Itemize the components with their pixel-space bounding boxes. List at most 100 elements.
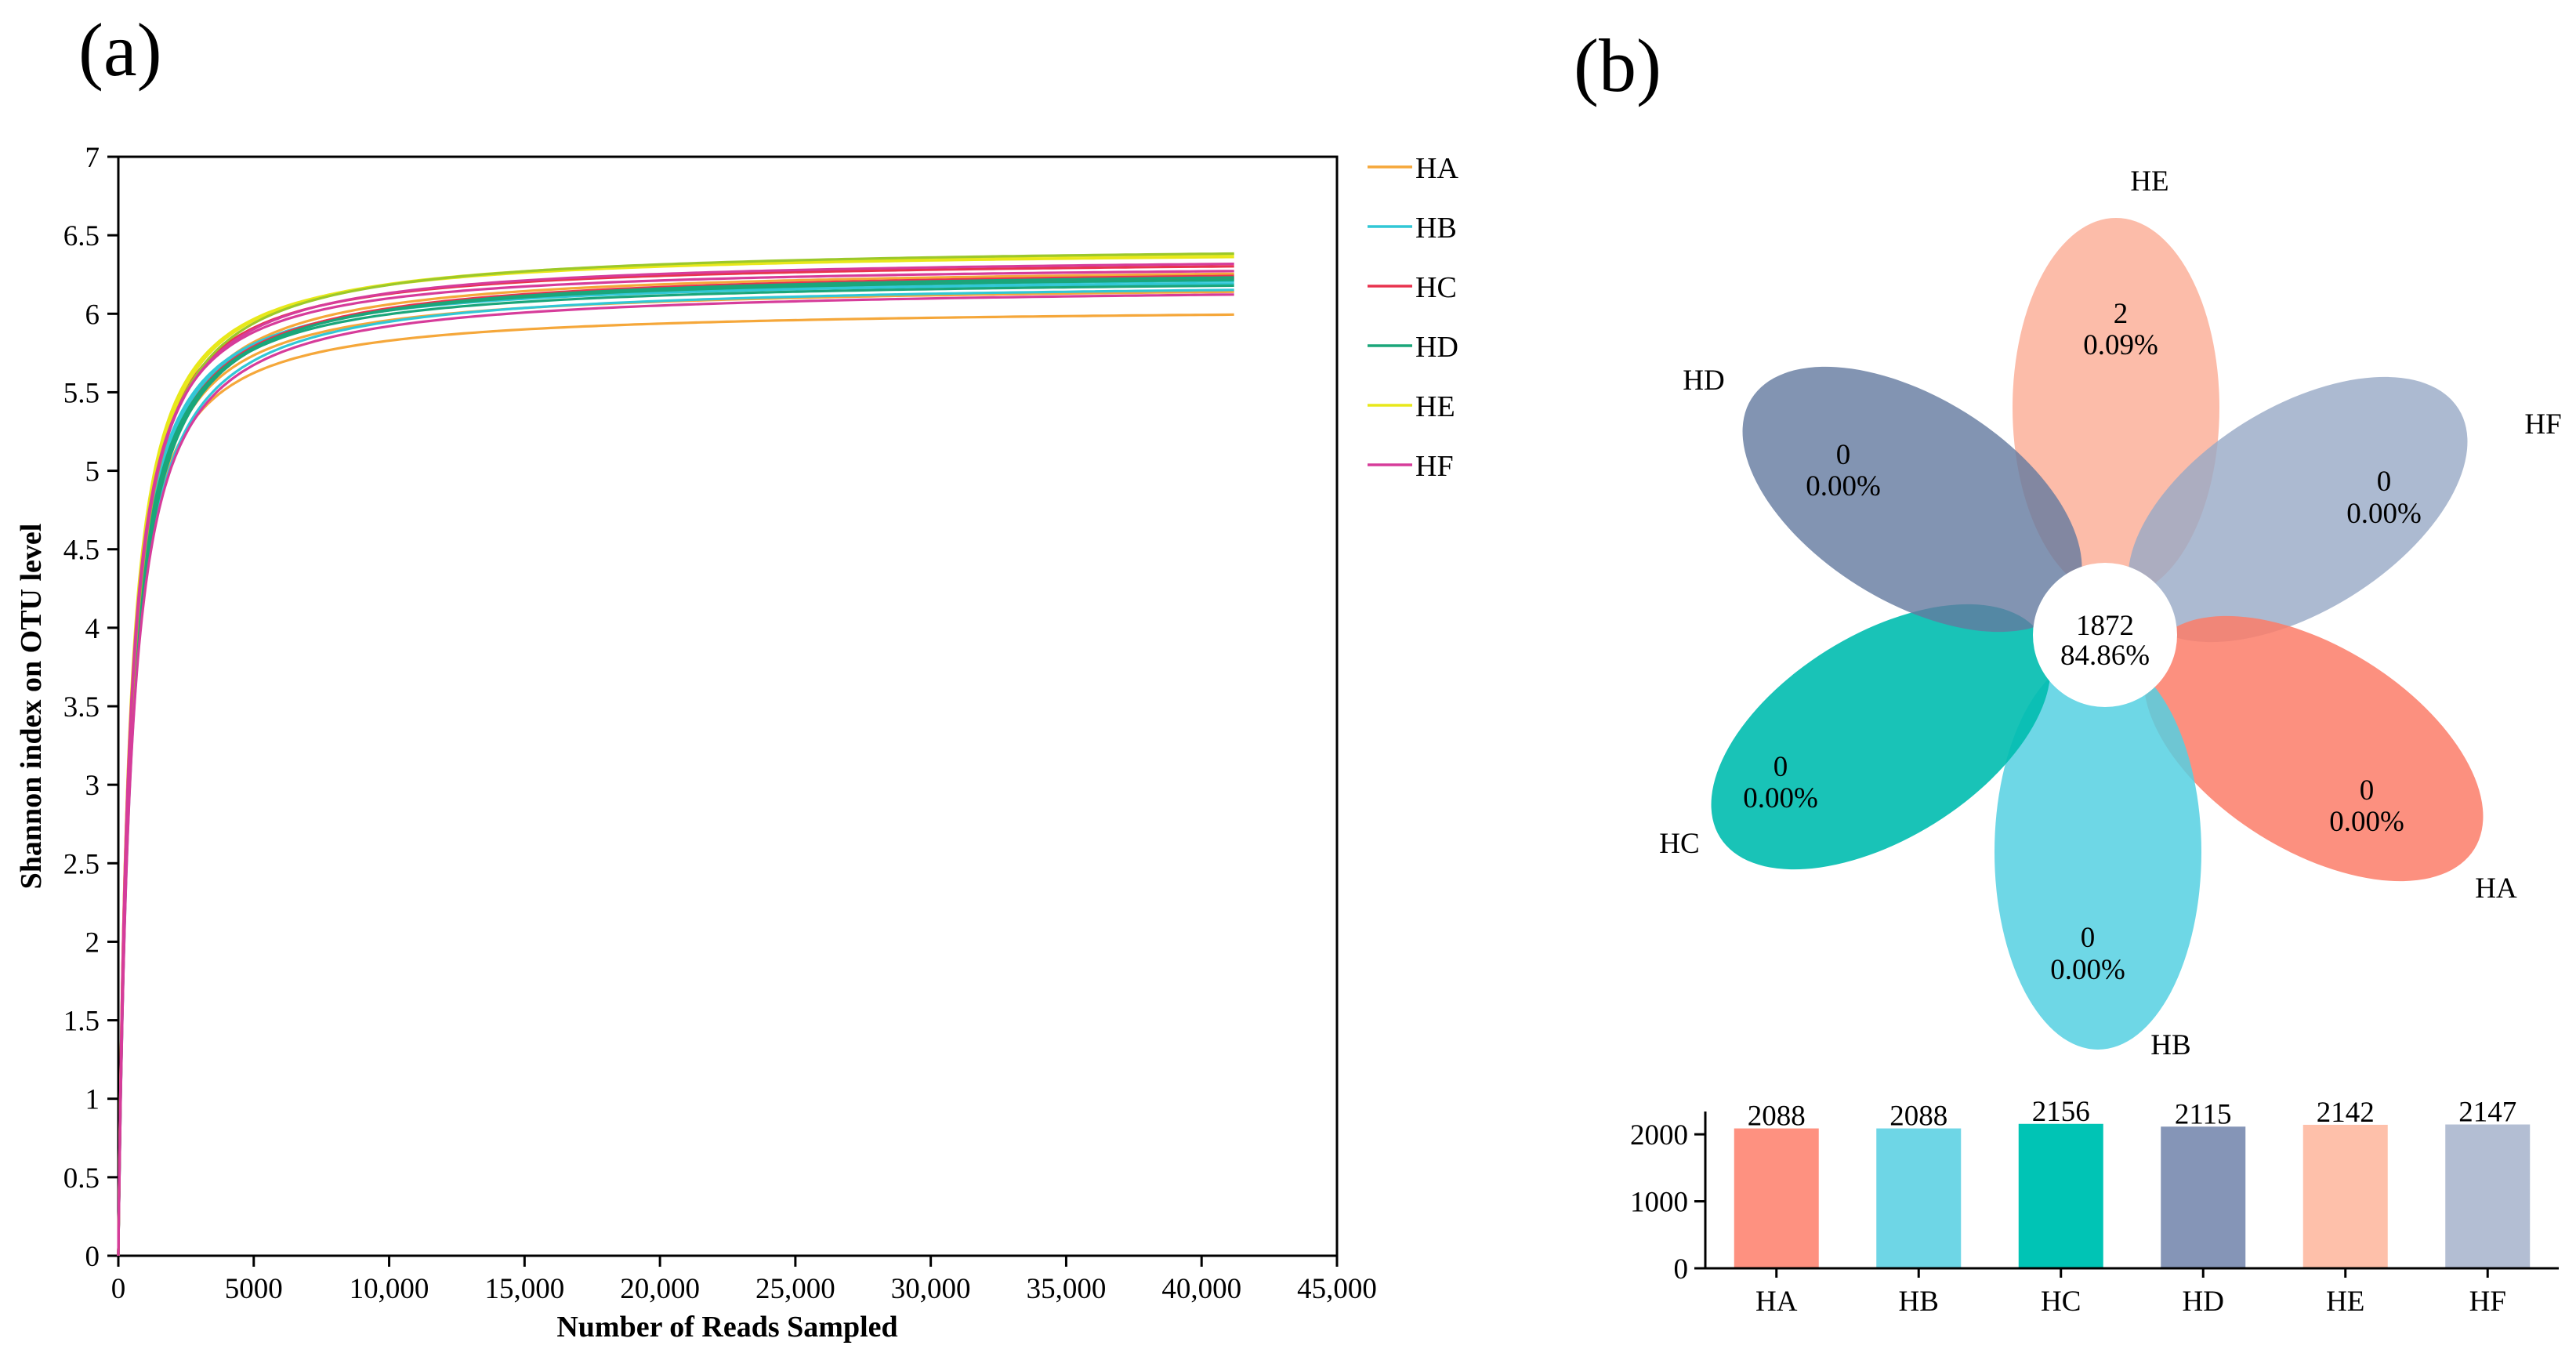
legend-label-hb: HB: [1415, 212, 1457, 245]
petal-hf-count: 0: [2377, 466, 2392, 498]
legend-label-hd: HD: [1415, 331, 1458, 364]
legend-label-ha: HA: [1415, 152, 1458, 185]
bar-category-label: HF: [2469, 1286, 2506, 1318]
series-line-hd: [117, 276, 1234, 1256]
petal-ha-name: HA: [2475, 872, 2517, 905]
x-tick-label: 20,000: [620, 1273, 700, 1305]
y-tick-label: 0: [85, 1241, 100, 1273]
petal-hb: [1994, 655, 2201, 1050]
x-tick-label: 45,000: [1297, 1273, 1377, 1305]
bar-value-label: 2147: [2458, 1097, 2516, 1129]
flower-venn-diagram: 1872 84.86% 2 0.09% 0 0.00% 0 0.00% 0 0.…: [1659, 165, 2561, 1061]
y-tick-label: 5: [85, 456, 100, 488]
panel-label-a: (a): [78, 8, 162, 92]
legend-label-hf: HF: [1415, 450, 1454, 483]
x-tick-label: 15,000: [484, 1273, 564, 1305]
x-tick-label: 10,000: [350, 1273, 429, 1305]
x-tick-label: 30,000: [891, 1273, 971, 1305]
bar-y-tick-label: 2000: [1630, 1119, 1688, 1151]
series-line-hf: [117, 293, 1234, 1256]
bar-hb: [1876, 1128, 1962, 1268]
series-line-he: [117, 253, 1234, 1256]
y-tick-label: 6.5: [63, 220, 100, 252]
series-line-he: [117, 256, 1234, 1256]
y-tick-label: 2.5: [63, 848, 100, 880]
bar-hf: [2445, 1124, 2531, 1268]
y-axis-ticks: 0 0.5 1 1.5 2 2.5 3 3.5 4 4.5 5 5.5 6 6.5 7: [63, 142, 118, 1273]
series-line-hb: [117, 282, 1234, 1256]
legend-label-hc: HC: [1415, 271, 1457, 304]
y-tick-label: 4.5: [63, 535, 100, 567]
petal-hf: [2128, 376, 2468, 643]
bar-ha: [1734, 1128, 1819, 1268]
series-lines: [117, 252, 1234, 1256]
petal-he-count: 2: [2114, 298, 2129, 330]
bar-category-label: HB: [1899, 1286, 1939, 1318]
petal-hc-percent: 0.00%: [1743, 782, 1818, 814]
y-axis-label: Shannon index on OTU level: [15, 524, 48, 890]
series-line-hb: [117, 288, 1234, 1256]
bar-value-label: 2088: [1748, 1101, 1806, 1133]
petal-ha-percent: 0.00%: [2329, 806, 2404, 838]
petal-hd-count: 0: [1836, 439, 1851, 471]
bar-y-tick-label: 1000: [1630, 1187, 1688, 1219]
bar-category-label: HA: [1755, 1286, 1798, 1318]
x-tick-label: 5000: [225, 1273, 283, 1305]
bar-value-label: 2142: [2317, 1097, 2375, 1129]
x-tick-label: 40,000: [1161, 1273, 1241, 1305]
petal-he-name: HE: [2130, 165, 2168, 198]
panel-label-b: (b): [1574, 24, 1661, 107]
y-tick-label: 1: [85, 1084, 100, 1116]
y-tick-label: 4: [85, 613, 100, 645]
petal-he-percent: 0.09%: [2083, 329, 2158, 361]
series-line-hb: [117, 279, 1234, 1256]
petal-hd: [1742, 366, 2082, 633]
petal-hb-count: 0: [2081, 922, 2096, 954]
series-line-hd: [117, 284, 1234, 1256]
petal-hb-name: HB: [2150, 1029, 2190, 1061]
legend: HA HB HC HD HE HF: [1368, 152, 1458, 483]
petal-hc: [1711, 604, 2051, 870]
x-tick-label: 25,000: [755, 1273, 835, 1305]
petal-hd-name: HD: [1683, 364, 1724, 397]
bar-value-label: 2115: [2175, 1098, 2232, 1130]
y-tick-label: 0.5: [63, 1162, 100, 1195]
x-axis-ticks: 0 5000 10,000 15,000 20,000 25,000 30,000 35,00…: [111, 1256, 1377, 1305]
series-line-hc: [117, 265, 1234, 1256]
venn-center: [2033, 563, 2177, 707]
petal-ha: [2143, 615, 2484, 882]
series-line-hd: [117, 278, 1234, 1256]
y-tick-label: 5.5: [63, 377, 100, 409]
bar-category-label: HD: [2183, 1286, 2224, 1318]
x-tick-label: 35,000: [1027, 1273, 1107, 1305]
petal-hc-name: HC: [1659, 828, 1699, 860]
bar-he: [2302, 1124, 2388, 1268]
y-tick-label: 2: [85, 927, 100, 959]
series-line-hf: [117, 270, 1234, 1256]
bar-axes: 0 1000 2000: [1630, 1112, 2559, 1286]
series-line-ha: [117, 272, 1234, 1256]
y-tick-label: 7: [85, 142, 100, 174]
bar-value-label: 2156: [2032, 1096, 2090, 1128]
petal-hf-percent: 0.00%: [2346, 498, 2422, 530]
series-line-hf: [117, 263, 1234, 1256]
bar-value-label: 2088: [1889, 1101, 1947, 1133]
bar-y-tick-label: 0: [1674, 1253, 1689, 1286]
series-line-ha: [117, 290, 1234, 1256]
y-tick-label: 6: [85, 299, 100, 331]
y-tick-label: 1.5: [63, 1006, 100, 1038]
center-count: 1872: [2076, 610, 2134, 642]
group-count-bar-chart: 2088 HA 2088 HB 2156 HC 2115 HD 2142 HE 2147 HF 0 10…: [1630, 1096, 2559, 1318]
center-percent: 84.86%: [2060, 640, 2150, 672]
x-axis-label: Number of Reads Sampled: [556, 1311, 897, 1344]
bar-hd: [2161, 1126, 2246, 1268]
petal-ha-count: 0: [2360, 774, 2375, 807]
petal-hc-count: 0: [1773, 751, 1788, 783]
petal-hb-percent: 0.00%: [2050, 954, 2125, 986]
y-tick-label: 3: [85, 770, 100, 802]
series-line-hc: [117, 274, 1234, 1256]
bar-hc: [2018, 1123, 2103, 1268]
rarefaction-chart: 0 0.5 1 1.5 2 2.5 3 3.5 4 4.5 5 5.5 6 6.5 7 0 5000 10,00…: [15, 142, 1458, 1344]
bar-category-label: HE: [2326, 1286, 2364, 1318]
